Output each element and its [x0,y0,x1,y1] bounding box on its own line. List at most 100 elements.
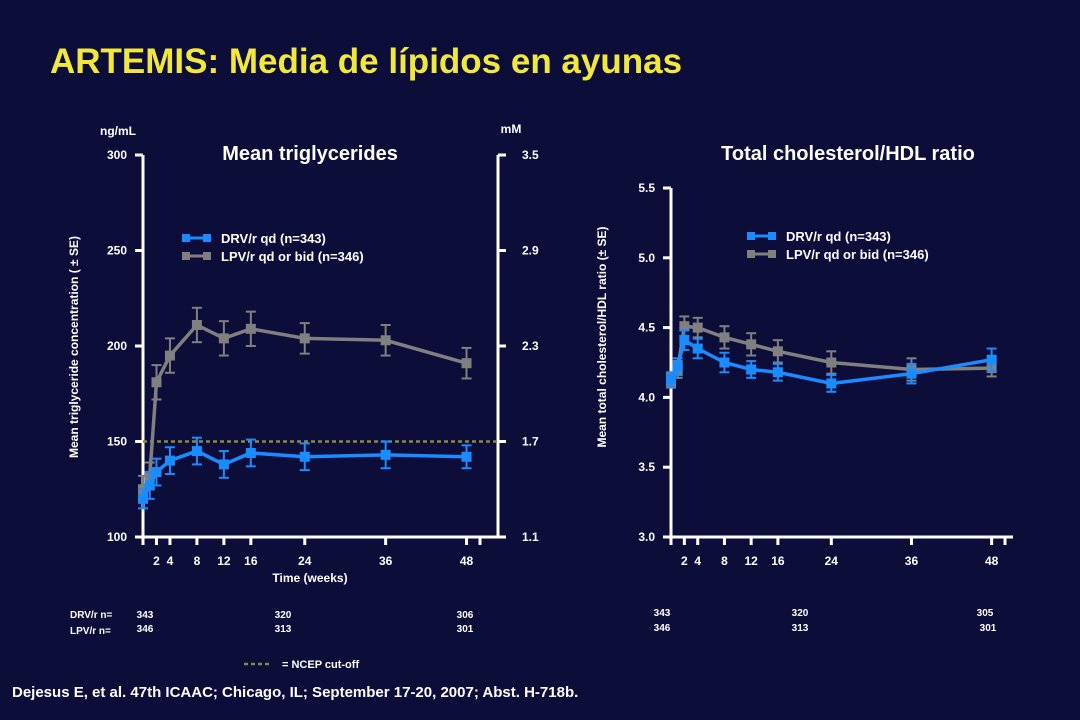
y-right-tick-label: 3.5 [522,148,539,162]
data-point [191,446,202,457]
x-tick-label: 48 [460,554,474,568]
x-tick-label: 12 [217,554,231,568]
series-line-drv [141,449,467,500]
data-point [986,354,997,365]
y-tick-label: 3.5 [638,460,655,474]
n-value: 301 [980,623,997,634]
y-right-tick-label: 2.3 [522,339,539,353]
data-point [826,378,837,389]
x-tick-label: 8 [194,554,201,568]
axes: 3.03.54.04.55.05.52 4 8 12 16 24 36 48 [638,181,1013,568]
data-point [672,361,683,372]
n-value: 313 [792,623,809,634]
y-tick-label: 4.5 [638,321,655,335]
y-tick-label: 150 [107,435,127,449]
data-point [772,346,783,357]
y-tick-label: 100 [107,530,127,544]
legend-swatch-marker [203,234,211,242]
y-axis-label: Mean triglyceride concentration ( ± SE) [67,236,81,458]
y-tick-label: 3.0 [638,530,655,544]
y-unit-left: ng/mL [100,124,136,138]
legend: DRV/r qd (n=343) LPV/r qd or bid (n=346) [182,231,364,264]
n-value: 320 [275,610,292,621]
x-tick-label: 24 [825,554,839,568]
y-right-tick-label: 2.9 [522,244,539,258]
citation: Dejesus E, et al. 47th ICAAC; Chicago, I… [12,684,579,701]
legend-swatch-marker [768,232,776,240]
chart-title: Mean triglycerides [222,143,398,165]
x-tick-label: 36 [379,554,393,568]
y-tick-label: 5.5 [638,181,655,195]
data-point [191,319,202,330]
n-value: 320 [792,608,809,619]
n-value: 343 [137,610,154,621]
y-unit-right: mM [501,122,522,136]
n-table: DRV/r n= LPV/r n= 343 320 306 346 313 30… [70,610,474,637]
cholesterol-ratio-chart: Total cholesterol/HDL ratio Mean total c… [595,143,1013,634]
plot-marks [666,315,997,393]
data-point [151,467,162,478]
series-line-lpv [141,322,467,491]
data-point [299,451,310,462]
n-value: 301 [457,624,474,635]
n-value: 343 [654,608,671,619]
x-tick-label: 16 [244,554,258,568]
x-tick-label: 4 [167,554,174,568]
n-value: 346 [654,623,671,634]
data-point [461,358,472,369]
legend-label: LPV/r qd or bid (n=346) [786,247,929,262]
data-point [826,357,837,368]
series-line-drv [669,337,992,386]
y-tick-label: 4.0 [638,390,655,404]
data-point [144,480,155,491]
data-point [679,321,690,332]
x-tick-label: 2 [153,554,160,568]
n-row-label-drv: DRV/r n= [70,610,112,621]
y-tick-label: 250 [107,244,127,258]
legend-swatch-marker [203,252,211,260]
data-point [164,455,175,466]
x-tick-label: 36 [905,554,919,568]
data-point [218,459,229,470]
x-tick-label: 48 [985,554,999,568]
legend-swatch-marker [747,250,755,258]
data-point [719,332,730,343]
n-row-label-lpv: LPV/r n= [70,626,111,637]
data-point [218,333,229,344]
plot-marks [138,306,472,510]
legend-label: DRV/r qd (n=343) [786,229,891,244]
n-table: 343 320 305 346 313 301 [654,608,997,634]
data-point [746,339,757,350]
legend-swatch-marker [747,232,755,240]
data-point [461,451,472,462]
x-tick-label: 8 [721,554,728,568]
data-point [692,343,703,354]
data-point [380,449,391,460]
n-value: 306 [457,610,474,621]
data-point [666,374,676,385]
y-tick-label: 5.0 [638,251,655,265]
legend-label: DRV/r qd (n=343) [221,231,326,246]
ncep-legend-label: = NCEP cut-off [282,659,359,671]
data-point [138,493,148,504]
data-point [719,357,730,368]
data-point [380,335,391,346]
data-point [245,323,256,334]
data-point [245,447,256,458]
x-axis-label: Time (weeks) [272,571,347,585]
legend: DRV/r qd (n=343) LPV/r qd or bid (n=346) [747,229,929,262]
y-right-tick-label: 1.1 [522,530,539,544]
slide-title: ARTEMIS: Media de lípidos en ayunas [50,42,683,81]
x-tick-label: 2 [681,554,688,568]
data-point [772,367,783,378]
data-point [164,350,175,361]
x-tick-label: 4 [694,554,701,568]
data-point [906,368,917,379]
legend-swatch-marker [768,250,776,258]
y-right-tick-label: 1.7 [522,435,539,449]
y-axis-label: Mean total cholesterol/HDL ratio (± SE) [595,226,609,447]
data-point [151,377,162,388]
legend-swatch-marker [182,252,190,260]
